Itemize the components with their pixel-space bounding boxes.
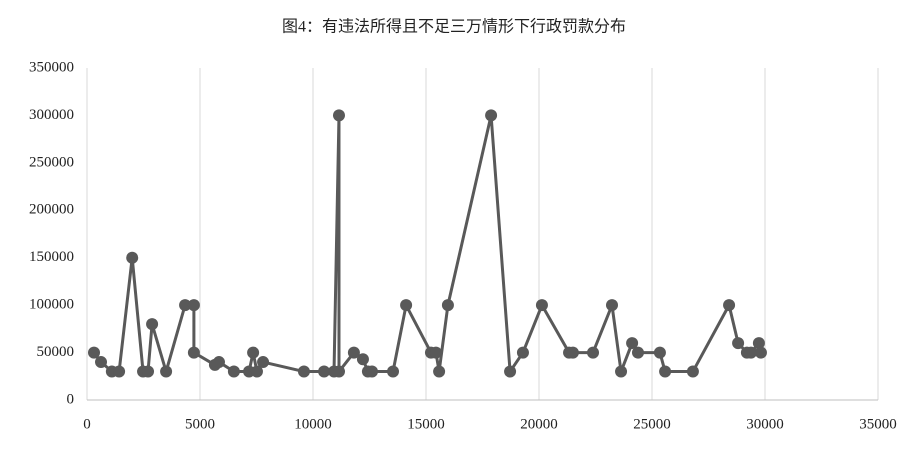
point [113, 365, 126, 378]
point [347, 346, 360, 359]
point [400, 299, 413, 312]
point [433, 365, 446, 378]
point [566, 346, 579, 359]
y-tick-label: 100000 [29, 297, 74, 313]
point [659, 365, 672, 378]
point [88, 346, 101, 359]
x-tick-label: 35000 [859, 416, 897, 432]
point [212, 356, 225, 369]
point [587, 346, 600, 359]
point [516, 346, 529, 359]
chart-title: 图4：有违法所得且不足三万情形下行政罚款分布 [282, 18, 626, 36]
point [95, 356, 108, 369]
point [227, 365, 240, 378]
y-tick-label: 0 [67, 391, 75, 407]
point [142, 365, 155, 378]
point [332, 109, 345, 122]
x-tick-label: 0 [83, 416, 91, 432]
x-tick-label: 20000 [520, 416, 558, 432]
point [126, 251, 139, 264]
x-tick-label: 5000 [185, 416, 215, 432]
point [187, 299, 200, 312]
point [332, 365, 345, 378]
point [297, 365, 310, 378]
point [744, 346, 757, 359]
point [160, 365, 173, 378]
y-tick-label: 300000 [29, 107, 74, 123]
x-tick-label: 30000 [746, 416, 784, 432]
point [318, 365, 331, 378]
point [754, 346, 767, 359]
point [146, 318, 159, 331]
point [686, 365, 699, 378]
point [356, 353, 369, 366]
point [365, 365, 378, 378]
point [179, 299, 192, 312]
point [615, 365, 628, 378]
y-tick-label: 250000 [29, 154, 74, 170]
point [387, 365, 400, 378]
point [723, 299, 736, 312]
point [653, 346, 666, 359]
x-tick-label: 15000 [407, 416, 445, 432]
x-tick-label: 10000 [294, 416, 332, 432]
y-tick-label: 150000 [29, 249, 74, 265]
y-tick-label: 350000 [29, 59, 74, 75]
point [605, 299, 618, 312]
point [187, 346, 200, 359]
point [752, 337, 765, 350]
point [732, 337, 745, 350]
point [626, 337, 639, 350]
point [485, 109, 498, 122]
y-tick-label: 200000 [29, 202, 74, 218]
point [631, 346, 644, 359]
point [535, 299, 548, 312]
point [257, 356, 270, 369]
y-tick-label: 50000 [37, 344, 75, 360]
point [247, 346, 260, 359]
point [441, 299, 454, 312]
point [504, 365, 517, 378]
point [250, 365, 263, 378]
point [429, 346, 442, 359]
x-tick-label: 25000 [633, 416, 671, 432]
